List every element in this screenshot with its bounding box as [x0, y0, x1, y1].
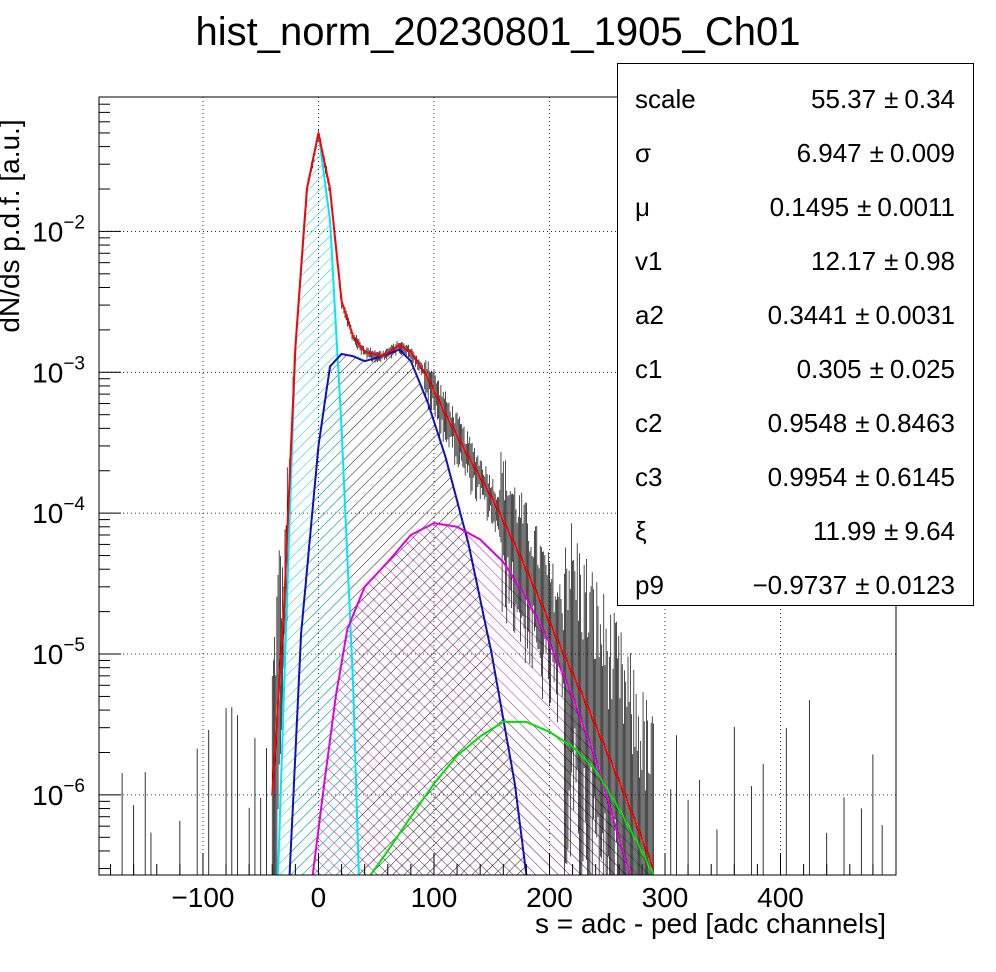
fit-curve-blue [288, 348, 528, 876]
fit-parameter-estimate: 0.1495 [769, 192, 850, 222]
fit-parameter-value: 6.947 ±0.009 [797, 138, 955, 169]
plus-minus-sign: ± [884, 516, 899, 546]
fit-parameter-row: σ 6.947 ±0.009 [618, 126, 973, 180]
plus-minus-sign: ± [884, 246, 899, 276]
y-tick-label: 10−3 [32, 353, 85, 388]
fit-parameter-error: 0.009 [889, 138, 955, 168]
fit-parameter-name: ξ [635, 516, 647, 546]
fit-parameter-row: v1 12.17 ±0.98 [618, 234, 973, 288]
y-tick-label: 10−4 [32, 494, 85, 529]
fit-parameter-value: −0.9737 ±0.0123 [752, 570, 955, 601]
fit-parameter-estimate: −0.9737 [752, 570, 848, 600]
fit-parameter-name: c3 [635, 462, 663, 492]
fit-parameter-name: v1 [635, 246, 663, 276]
x-tick-label: −100 [171, 882, 234, 913]
plus-minus-sign: ± [855, 408, 870, 438]
fit-parameter-estimate: 12.17 [811, 246, 877, 276]
fit-parameter-name: c2 [635, 408, 663, 438]
fit-parameter-error: 0.98 [904, 246, 955, 276]
plus-minus-sign: ± [869, 138, 884, 168]
fit-curves [271, 132, 655, 876]
fit-parameter-name: scale [635, 84, 696, 114]
fit-parameter-name: a2 [635, 300, 664, 330]
fit-parameter-row: c2 0.9548 ±0.8463 [618, 396, 973, 450]
fit-parameter-estimate: 55.37 [811, 84, 877, 114]
fit-parameter-row: scale 55.37 ±0.34 [618, 72, 973, 126]
axis-ticks: −100 0 100 200 300 400 10−6 10−5 10−4 10−3 10−2 [32, 96, 874, 913]
fit-parameter-error: 0.8463 [875, 408, 955, 438]
fit-parameter-name: p9 [635, 570, 664, 600]
chart-title: hist_norm_20230801_1905_Ch01 [195, 10, 801, 54]
fit-parameter-error: 0.0123 [875, 570, 955, 600]
x-axis-label: s = adc - ped [adc channels] [535, 908, 886, 939]
fit-parameter-estimate: 0.9954 [767, 462, 848, 492]
x-tick-label: 400 [757, 882, 804, 913]
fit-parameter-value: 0.305 ±0.025 [797, 354, 955, 385]
y-tick-label: 10−5 [32, 635, 85, 670]
fit-parameter-value: 0.9548 ±0.8463 [768, 408, 955, 439]
fit-parameter-row: ξ 11.99 ±9.64 [618, 504, 973, 558]
fit-parameter-value: 55.37 ±0.34 [811, 84, 955, 115]
fit-parameter-value: 0.3441 ±0.0031 [768, 300, 955, 331]
plus-minus-sign: ± [855, 570, 870, 600]
x-tick-label: 300 [642, 882, 689, 913]
fit-parameter-estimate: 0.305 [796, 354, 862, 384]
fit-parameters-box: scale 55.37 ±0.34 σ 6.947 ±0.009 μ 0.1495 ±0.001… [617, 63, 974, 606]
x-tick-label: 100 [411, 882, 458, 913]
fit-parameter-name: μ [635, 192, 650, 222]
x-tick-label: 200 [526, 882, 573, 913]
y-tick-label: 10−2 [32, 212, 85, 247]
fit-parameter-estimate: 6.947 [796, 138, 862, 168]
fit-curve-magenta [311, 522, 632, 876]
fit-parameter-name: c1 [635, 354, 663, 384]
fit-parameter-value: 0.9954 ±0.6145 [768, 462, 955, 493]
fit-parameter-row: a2 0.3441 ±0.0031 [618, 288, 973, 342]
data-histogram [121, 129, 883, 875]
fit-parameter-row: μ 0.1495 ±0.0011 [618, 180, 973, 234]
plus-minus-sign: ± [855, 462, 870, 492]
x-tick-label: 0 [311, 882, 327, 913]
fit-parameter-error: 0.0011 [877, 192, 955, 222]
plus-minus-sign: ± [869, 354, 884, 384]
fit-parameter-value: 0.1495 ±0.0011 [770, 192, 955, 223]
fit-parameter-value: 12.17 ±0.98 [811, 246, 955, 277]
fit-parameter-row: c1 0.305 ±0.025 [618, 342, 973, 396]
fit-parameter-value: 11.99 ±9.64 [813, 516, 955, 547]
fit-parameter-estimate: 0.3441 [767, 300, 848, 330]
fit-parameter-error: 9.64 [904, 516, 955, 546]
fit-parameter-row: p9 −0.9737 ±0.0123 [618, 558, 973, 612]
y-axis-label: dN/ds p.d.f. [a.u.] [0, 119, 25, 333]
fit-parameter-row: c3 0.9954 ±0.6145 [618, 450, 973, 504]
fit-parameter-estimate: 0.9548 [767, 408, 848, 438]
fit-parameter-name: σ [635, 138, 652, 168]
fit-parameter-error: 0.0031 [875, 300, 955, 330]
fit-parameter-error: 0.34 [904, 84, 955, 114]
fit-parameter-error: 0.025 [889, 354, 955, 384]
fit-parameter-error: 0.6145 [875, 462, 955, 492]
plus-minus-sign: ± [855, 300, 870, 330]
plus-minus-sign: ± [884, 84, 899, 114]
y-tick-label: 10−6 [32, 776, 85, 811]
plus-minus-sign: ± [857, 192, 872, 222]
fit-curve-red [271, 132, 655, 869]
fit-parameter-estimate: 11.99 [812, 516, 877, 546]
fit-curve-green [369, 720, 655, 876]
